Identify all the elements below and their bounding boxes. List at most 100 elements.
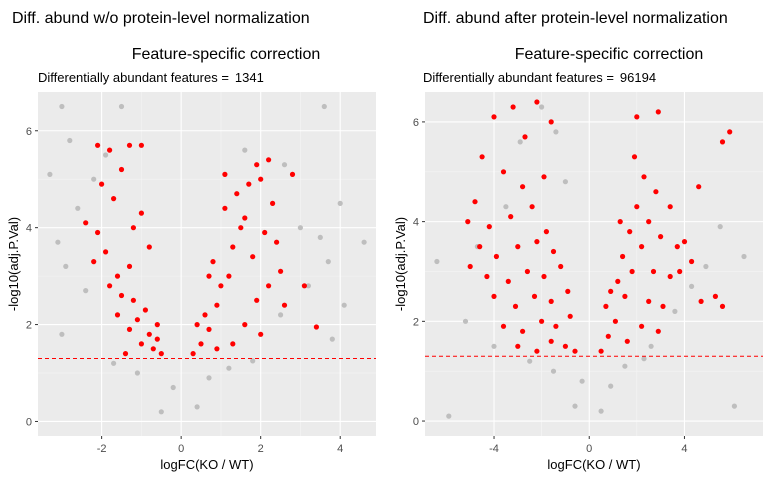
left-point-significant — [146, 331, 152, 337]
left-plot-title: Diff. abund w/o protein-level normalizat… — [12, 10, 310, 27]
right-point-significant — [493, 253, 499, 260]
right-point-significant — [646, 219, 652, 225]
right-point-significant — [505, 278, 511, 284]
right-point-significant — [641, 174, 647, 180]
left-point-significant — [266, 283, 272, 289]
right-panel-background — [425, 92, 763, 436]
right-x-tick-label: 0 — [586, 443, 592, 455]
left-point-significant — [274, 239, 280, 245]
right-point-significant — [667, 273, 673, 280]
left-point-significant — [226, 273, 232, 279]
right-point-significant — [624, 338, 630, 344]
left-point-significant — [107, 283, 113, 289]
left-x-tick-label: 2 — [258, 443, 264, 455]
right-point-significant — [572, 348, 578, 354]
right-point-not-significant — [553, 129, 559, 135]
right-point-not-significant — [562, 179, 569, 185]
right-point-significant — [655, 109, 661, 115]
right-point-not-significant — [527, 358, 533, 364]
left-point-significant — [202, 312, 208, 318]
left-x-axis-label: logFC(KO / WT) — [160, 457, 253, 472]
left-x-tick-label: 0 — [178, 443, 184, 455]
left-point-not-significant — [337, 200, 343, 206]
left-point-significant — [154, 322, 160, 328]
right-point-significant — [712, 293, 719, 299]
right-point-significant — [660, 303, 666, 309]
left-point-not-significant — [297, 225, 303, 231]
right-point-significant — [639, 244, 645, 250]
left-point-significant — [214, 302, 220, 308]
left-point-significant — [150, 346, 156, 352]
right-point-significant — [667, 204, 673, 210]
right-point-significant — [520, 328, 526, 334]
right-point-significant — [677, 268, 683, 275]
right-point-not-significant — [731, 403, 738, 409]
right-point-significant — [553, 323, 559, 329]
right-point-significant — [650, 268, 657, 275]
left-point-not-significant — [321, 103, 327, 110]
left-panel-background — [38, 92, 376, 436]
right-point-not-significant — [622, 363, 628, 369]
right-y-tick-label: 0 — [413, 416, 419, 428]
right-point-not-significant — [672, 308, 678, 314]
left-x-tick-label: 4 — [337, 443, 343, 455]
right-point-significant — [598, 348, 604, 354]
left-point-significant — [206, 326, 212, 332]
left-point-significant — [198, 341, 204, 347]
right-point-significant — [622, 293, 628, 299]
left-point-not-significant — [91, 176, 97, 182]
left-point-significant — [142, 307, 148, 313]
left-y-axis-label: -log10(adj.P.Val) — [6, 217, 21, 311]
left-point-significant — [210, 259, 216, 265]
left-point-significant — [222, 171, 228, 177]
right-point-significant — [608, 288, 614, 294]
right-point-significant — [689, 258, 695, 265]
right-plot-caption: Differentially abundant features = 96194 — [423, 70, 656, 85]
left-point-significant — [206, 273, 212, 279]
right-point-significant — [486, 224, 492, 230]
left-point-significant — [91, 259, 97, 265]
right-point-significant — [491, 114, 497, 120]
right-point-significant — [562, 343, 569, 349]
left-point-not-significant — [134, 370, 140, 376]
right-point-significant — [719, 139, 726, 145]
left-point-significant — [114, 312, 121, 318]
right-point-significant — [520, 184, 526, 190]
left-point-significant — [254, 162, 260, 168]
left-point-not-significant — [206, 375, 212, 381]
right-point-significant — [727, 129, 733, 135]
right-points — [425, 99, 763, 419]
right-point-significant — [620, 253, 626, 260]
left-point-significant — [95, 142, 101, 148]
right-point-significant — [603, 303, 609, 309]
right-point-not-significant — [689, 283, 695, 289]
right-point-not-significant — [539, 104, 545, 110]
right-point-significant — [627, 229, 633, 235]
right-point-not-significant — [648, 343, 654, 349]
right-point-significant — [567, 313, 573, 319]
right-point-significant — [534, 348, 540, 354]
right-point-significant — [539, 318, 545, 324]
left-point-significant — [242, 215, 248, 221]
left-point-significant — [258, 176, 264, 182]
right-point-not-significant — [741, 253, 747, 260]
right-point-significant — [541, 273, 547, 280]
left-point-not-significant — [59, 331, 65, 337]
left-caption-label: Differentially abundant features = — [38, 70, 229, 85]
left-point-not-significant — [325, 259, 331, 265]
left-point-significant — [258, 331, 264, 337]
right-x-axis-label: logFC(KO / WT) — [547, 457, 640, 472]
left-y-tick-label: 6 — [26, 126, 32, 138]
right-y-axis-label: -log10(adj.P.Val) — [393, 217, 408, 311]
right-point-not-significant — [641, 356, 647, 362]
left-point-significant — [111, 196, 117, 202]
right-point-significant — [522, 134, 528, 140]
right-point-significant — [558, 263, 564, 270]
right-volcano-plot: Diff. abund after protein-level normaliz… — [393, 10, 763, 472]
right-point-significant — [508, 214, 514, 220]
left-point-significant — [230, 341, 236, 347]
right-point-significant — [605, 333, 611, 339]
right-point-not-significant — [434, 258, 440, 265]
left-plot-subtitle: Feature-specific correction — [132, 46, 321, 63]
right-point-significant — [658, 234, 664, 240]
